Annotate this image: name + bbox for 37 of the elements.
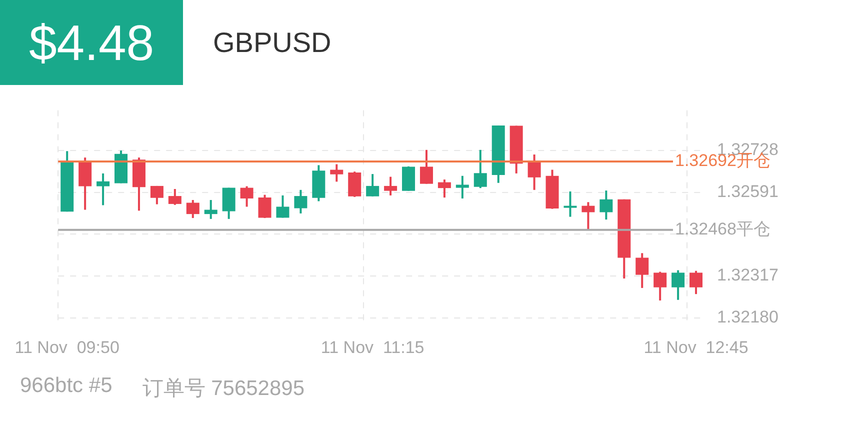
candlestick — [456, 174, 469, 200]
candlestick — [654, 270, 667, 302]
candlestick — [96, 172, 110, 206]
candlestick — [204, 198, 218, 220]
candlestick — [258, 194, 272, 220]
y-tick-label: 1.32180 — [717, 308, 778, 327]
candlestick — [366, 173, 380, 198]
candlestick — [582, 201, 595, 231]
candlestick — [384, 176, 398, 196]
candlestick — [672, 269, 685, 301]
x-tick-label: 11 Nov 09:50 — [14, 338, 120, 357]
candlestick — [168, 188, 182, 206]
candlestick — [150, 184, 164, 206]
candlestick — [186, 198, 200, 220]
candlestick — [528, 153, 541, 191]
candlestick — [636, 252, 649, 289]
y-tick-label: 1.32317 — [717, 266, 778, 285]
candlestick — [330, 163, 344, 183]
candlestick — [690, 270, 703, 296]
candlestick — [438, 178, 451, 199]
text: 966btc #5 — [20, 374, 112, 399]
candlestick — [564, 190, 577, 218]
candlestick — [474, 148, 487, 190]
y-tick-label: 1.32591 — [717, 182, 778, 202]
candlestick — [420, 148, 433, 185]
candlestick — [348, 170, 362, 198]
candlestick — [276, 194, 290, 219]
chart-subtitle: $4.48 — [0, 0, 183, 85]
text: 订单号 75652895 — [142, 376, 305, 402]
x-tick-label: 11 Nov 12:45 — [644, 338, 748, 357]
x-tick-label: 11 Nov 11:15 — [320, 338, 424, 357]
candlestick — [600, 190, 613, 221]
candlestick — [294, 188, 308, 214]
candlestick — [240, 185, 254, 208]
chart-title: GBPUSD — [213, 26, 332, 58]
candlestick — [222, 186, 236, 220]
ref-line-label: 1.32468平仓 — [675, 220, 770, 239]
